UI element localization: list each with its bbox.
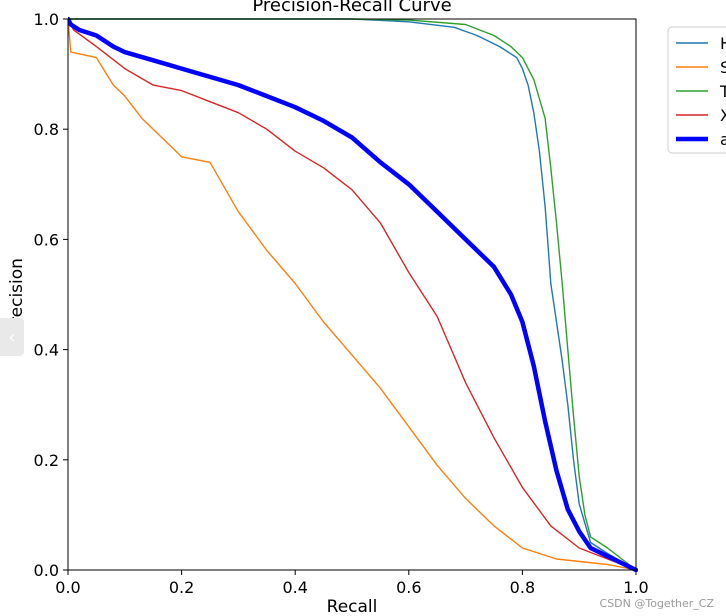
legend: HSTXa xyxy=(667,26,726,154)
legend-label-T: T xyxy=(719,82,726,101)
legend-label-X: X xyxy=(720,106,726,125)
axes-frame xyxy=(67,18,637,571)
series-line-T xyxy=(68,18,637,571)
x-tick-label: 0.2 xyxy=(169,578,194,597)
x-tick-label: 0.4 xyxy=(282,578,307,597)
series-line-X xyxy=(68,18,637,571)
y-tick-label: 0.2 xyxy=(34,451,59,470)
y-tick-label: 0.4 xyxy=(34,341,59,360)
y-tick-label: 0.0 xyxy=(34,561,59,580)
y-axis-label: Precision xyxy=(7,258,27,334)
series-line-a xyxy=(68,17,638,572)
side-collapse-tab[interactable]: ‹ xyxy=(0,318,24,356)
chart-title: Precision-Recall Curve xyxy=(252,0,451,16)
y-tick-label: 0.6 xyxy=(34,230,59,249)
plot-area xyxy=(68,17,638,572)
x-axis-label: Recall xyxy=(327,597,378,616)
x-tick-label: 0.8 xyxy=(510,578,535,597)
legend-box xyxy=(667,26,726,154)
y-tick-label: 1.0 xyxy=(34,10,59,29)
x-tick-label: 0.0 xyxy=(55,578,80,597)
legend-label-a: a xyxy=(720,130,726,149)
x-tick-label: 1.0 xyxy=(623,578,648,597)
series-line-S xyxy=(68,18,637,571)
x-axis-ticks: 0.0 0.2 0.4 0.6 0.8 1.0 xyxy=(55,570,649,597)
series-line-H xyxy=(68,18,637,571)
watermark: CSDN @Together_CZ xyxy=(599,597,714,610)
x-tick-label: 0.6 xyxy=(396,578,421,597)
y-axis-ticks: 0.0 0.2 0.4 0.6 0.8 1.0 xyxy=(34,10,68,580)
y-tick-label: 0.8 xyxy=(34,120,59,139)
legend-label-S: S xyxy=(720,58,726,77)
chevron-left-icon: ‹ xyxy=(8,326,16,348)
legend-label-H: H xyxy=(720,34,726,53)
